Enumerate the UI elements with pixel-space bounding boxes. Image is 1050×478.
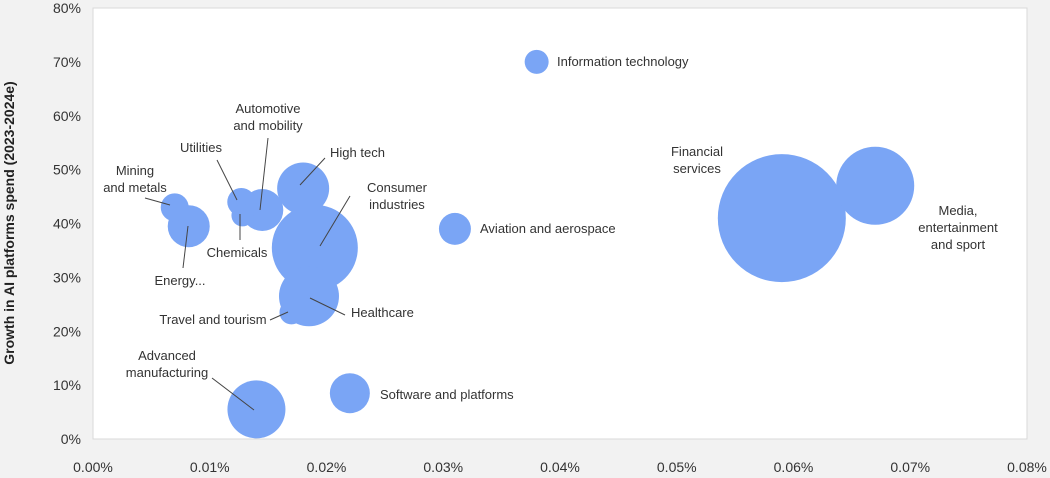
leader-healthcare	[309, 297, 346, 316]
bubble-high-tech	[277, 162, 330, 215]
y-tick-label: 0%	[61, 431, 81, 447]
y-tick-label: 20%	[53, 323, 81, 339]
label-automotive-and-mobility: Automotive and mobility	[233, 101, 303, 133]
y-tick-label: 40%	[53, 216, 81, 232]
label-chemicals: Chemicals	[207, 245, 268, 260]
label-financial-services: Financial services	[671, 144, 723, 176]
x-tick-label: 0.02%	[307, 459, 347, 475]
bubble-consumer-industries	[271, 204, 358, 291]
y-tick-label: 50%	[53, 162, 81, 178]
label-travel-and-tourism: Travel and tourism	[159, 312, 266, 327]
bubble-aviation-and-aerospace	[438, 212, 471, 245]
leader-advanced-manufacturing	[211, 377, 255, 411]
bubble-media-entertainment-and-sport	[836, 146, 915, 225]
x-tick-label: 0.00%	[73, 459, 113, 475]
x-tick-label: 0.07%	[890, 459, 930, 475]
label-healthcare: Healthcare	[351, 305, 414, 320]
label-utilities: Utilities	[180, 140, 222, 155]
bubble-advanced-manufacturing	[227, 380, 286, 439]
label-consumer-industries: Consumer industries	[367, 180, 428, 212]
x-tick-label: 0.08%	[1007, 459, 1047, 475]
label-software-and-platforms: Software and platforms	[380, 387, 514, 402]
x-tick-label: 0.04%	[540, 459, 580, 475]
leader-travel-and-tourism	[269, 311, 289, 321]
bubble-layer	[160, 49, 915, 439]
leader-energy	[182, 225, 189, 269]
leader-utilities	[216, 159, 238, 201]
bubble-travel-and-tourism	[279, 300, 304, 325]
y-tick-label: 60%	[53, 108, 81, 124]
x-axis-ticks: 0.00% 0.01% 0.02% 0.03% 0.04% 0.05% 0.06% 0.07%…	[73, 459, 1047, 475]
bubble-financial-services	[717, 154, 846, 283]
leader-lines	[144, 137, 351, 411]
label-mining-and-metals: Mining and metals	[103, 163, 167, 195]
x-tick-label: 0.05%	[657, 459, 697, 475]
leader-mining-and-metals	[144, 197, 171, 206]
x-tick-label: 0.06%	[774, 459, 814, 475]
label-aviation-and-aerospace: Aviation and aerospace	[480, 221, 616, 236]
y-tick-label: 10%	[53, 377, 81, 393]
x-tick-label: 0.01%	[190, 459, 230, 475]
label-information-technology: Information technology	[557, 54, 689, 69]
y-axis-label: Growth in AI platforms spend (2023-2024e…	[1, 81, 17, 364]
label-advanced-manufacturing: Advanced manufacturing	[126, 348, 208, 380]
y-tick-label: 70%	[53, 54, 81, 70]
x-tick-label: 0.03%	[423, 459, 463, 475]
y-tick-label: 30%	[53, 269, 81, 285]
bubble-chemicals	[231, 204, 254, 227]
label-high-tech: High tech	[330, 145, 385, 160]
leader-high-tech	[299, 157, 326, 186]
y-axis-ticks: 0% 10% 20% 30% 40% 50% 60% 70% 80%	[53, 0, 81, 447]
label-media-entertainment-and-sport: Media, entertainment and sport	[918, 203, 998, 252]
bubble-labels: Information technology Financial services M…	[103, 54, 998, 402]
leader-automotive-and-mobility	[259, 137, 269, 211]
leader-consumer-industries	[319, 195, 351, 247]
bubble-software-and-platforms	[329, 373, 370, 414]
y-tick-label: 80%	[53, 0, 81, 16]
label-energy: Energy...	[154, 273, 205, 288]
bubble-mining-and-metals	[160, 193, 189, 222]
bubble-information-technology	[524, 49, 549, 74]
